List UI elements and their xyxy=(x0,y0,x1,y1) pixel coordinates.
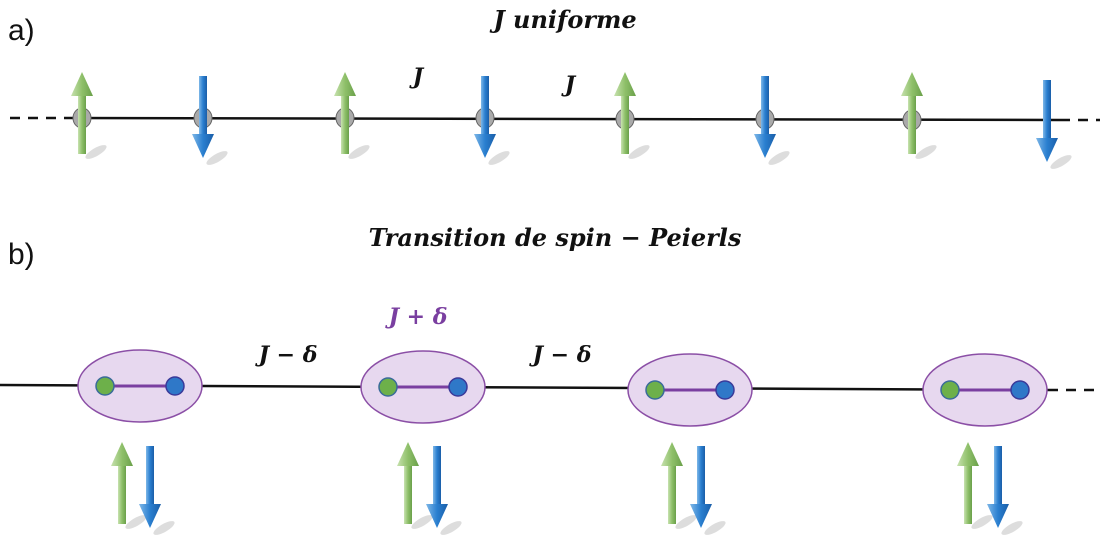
panel-title: Transition de spin − Peierls xyxy=(369,223,742,252)
chain xyxy=(69,116,1061,122)
panel-label: a) xyxy=(8,14,35,47)
spins xyxy=(71,72,1074,172)
panel-title: J uniforme xyxy=(489,5,636,34)
bond-label: J + δ xyxy=(385,304,448,330)
panel-label: b) xyxy=(8,238,35,271)
bond-label: J − δ xyxy=(255,342,318,368)
spin-pairs xyxy=(111,442,1025,536)
bond-label: J xyxy=(409,64,425,90)
bond-label: J − δ xyxy=(529,342,592,368)
bond-label: J xyxy=(561,72,577,98)
dimers xyxy=(77,349,1048,427)
